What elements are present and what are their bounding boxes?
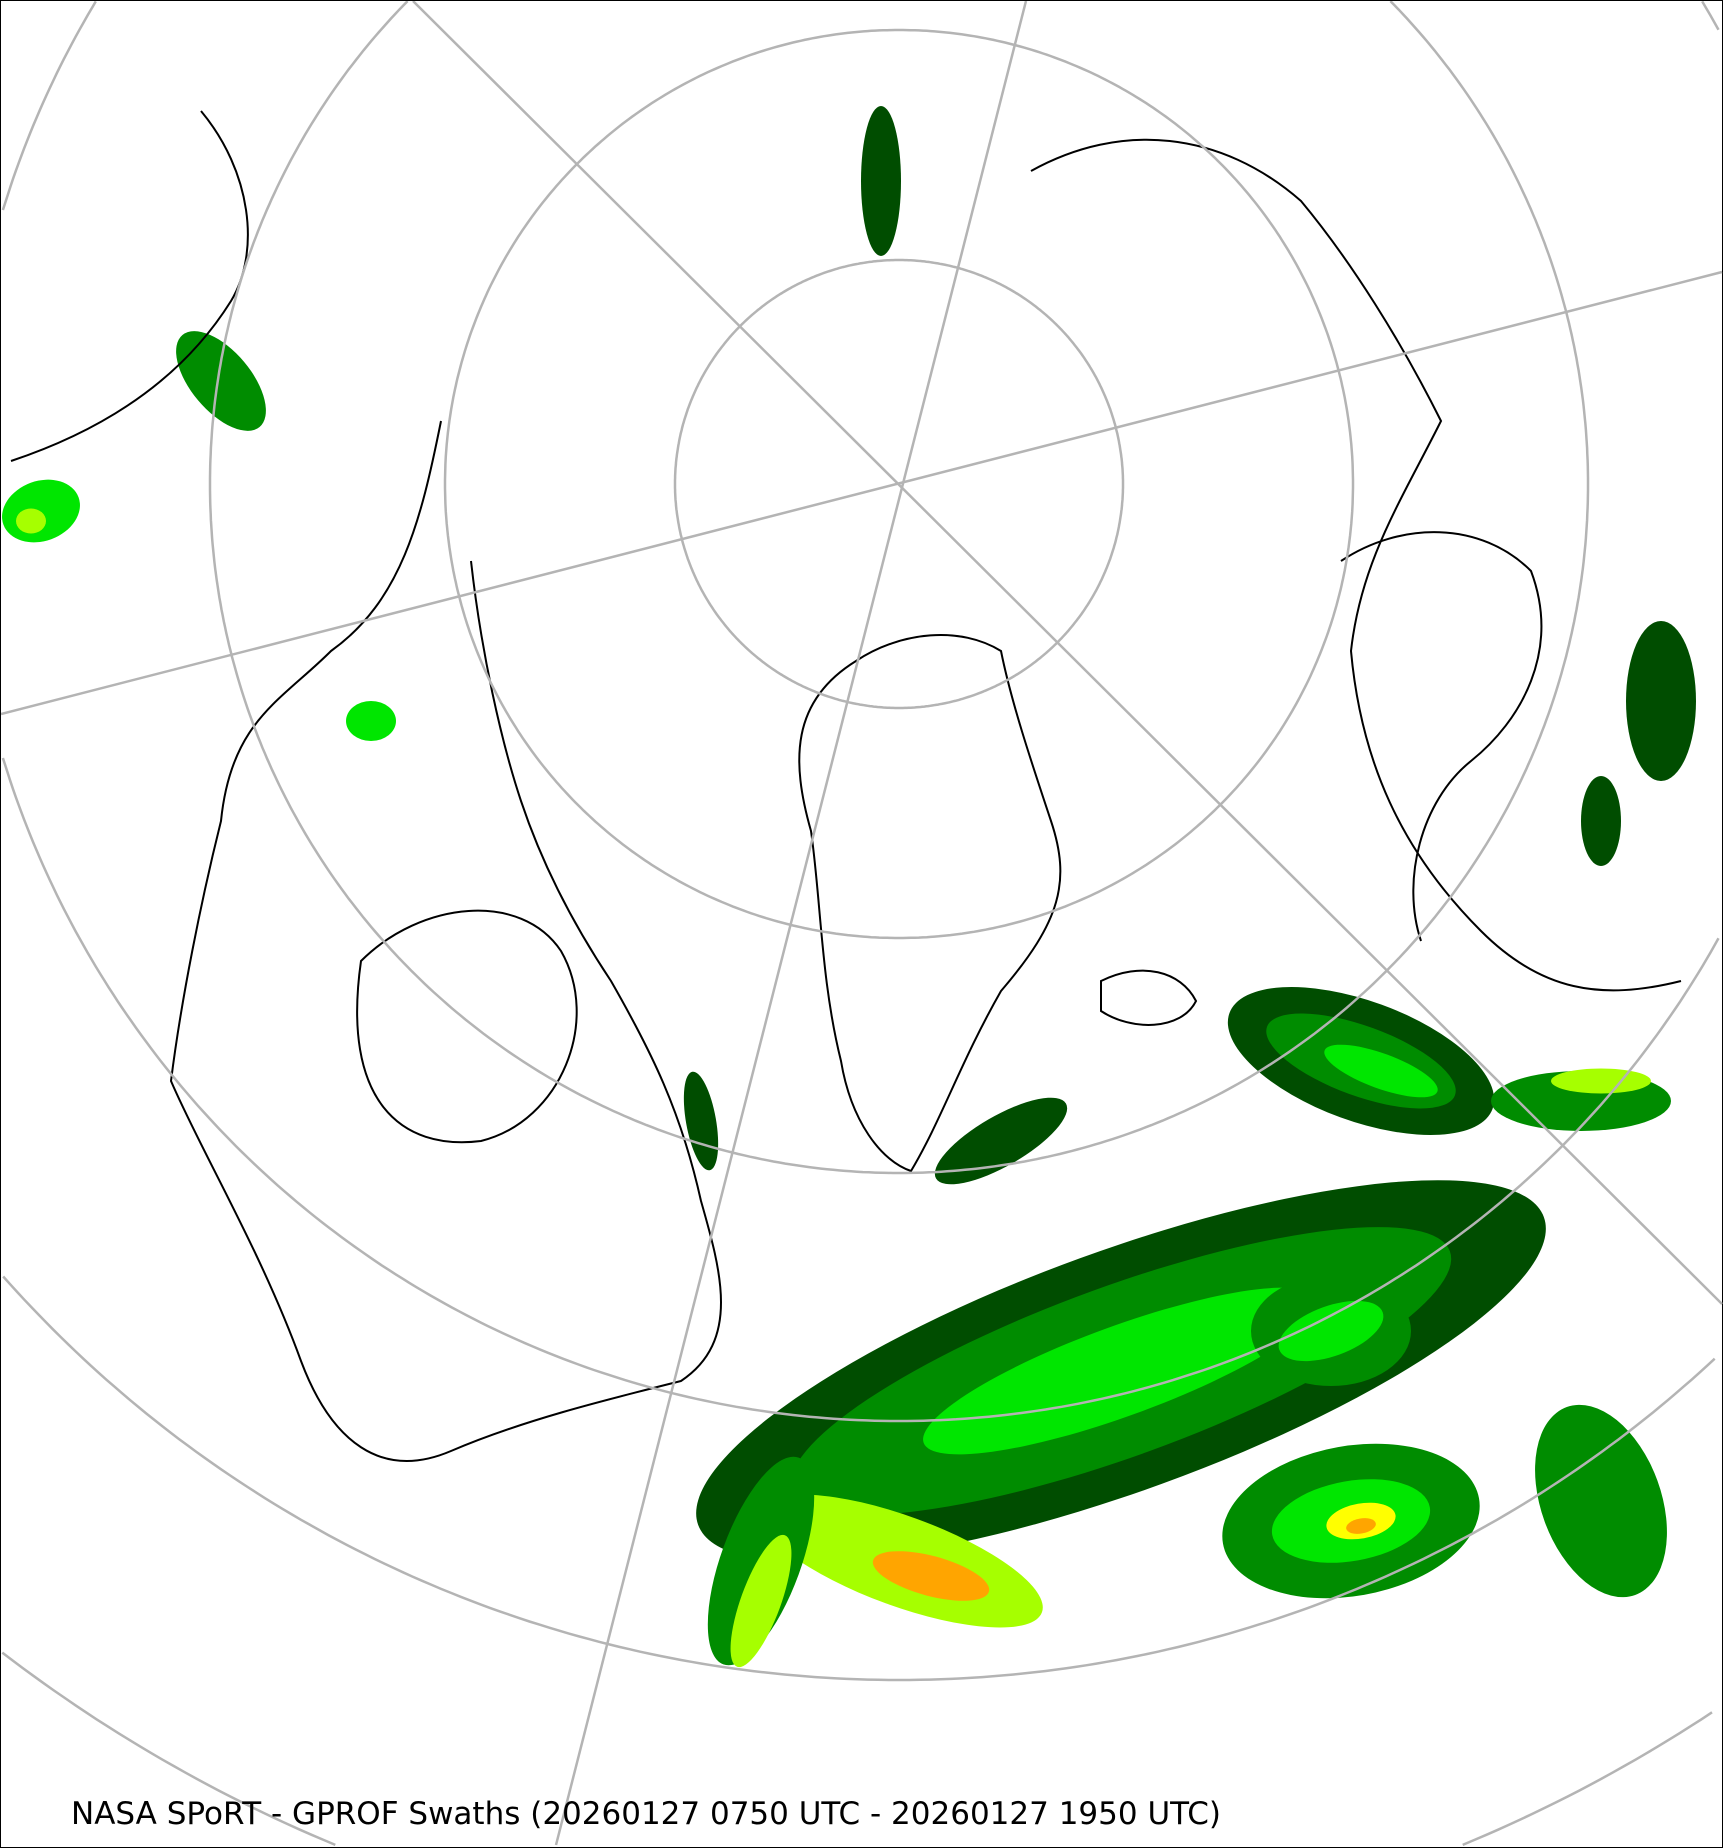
precipitation-swaths bbox=[2, 106, 1696, 1668]
meridian-line bbox=[412, 1, 1723, 1305]
meridian-line bbox=[554, 1, 1028, 1846]
precip-area bbox=[1581, 776, 1621, 866]
scandinavia-coastline bbox=[1340, 531, 1543, 942]
precip-area bbox=[1626, 621, 1696, 781]
precip-area bbox=[872, 1551, 990, 1601]
coastlines bbox=[10, 110, 1682, 1462]
precip-area bbox=[16, 508, 46, 534]
precip-area bbox=[176, 331, 266, 431]
north-america-coastline bbox=[169, 420, 722, 1462]
precip-area bbox=[1535, 1404, 1667, 1598]
eurasia-coastline bbox=[1030, 138, 1682, 992]
latitude-circle bbox=[208, 1, 1590, 1175]
meridian-line bbox=[1, 270, 1723, 716]
latitude-circle bbox=[1, 1, 1720, 1423]
greenland-coastline bbox=[798, 634, 1062, 1173]
precip-area bbox=[934, 1097, 1068, 1185]
precip-area bbox=[1278, 1300, 1384, 1362]
latitude-circle bbox=[2, 1275, 1716, 1682]
precip-area bbox=[730, 1534, 792, 1668]
precip-area bbox=[346, 701, 396, 741]
precip-area bbox=[1324, 1044, 1438, 1098]
latitude-circle bbox=[443, 28, 1355, 940]
map-caption: NASA SPoRT - GPROF Swaths (20260127 0750… bbox=[71, 1796, 1221, 1832]
latitude-circle bbox=[673, 258, 1125, 710]
hudson-bay-coastline bbox=[356, 909, 578, 1144]
precip-area bbox=[683, 1071, 719, 1171]
alaska-coastline bbox=[10, 110, 249, 462]
latitude-circle bbox=[1, 1651, 1713, 1847]
precip-area bbox=[2, 479, 80, 543]
precip-area bbox=[1551, 1068, 1651, 1094]
precip-area bbox=[1346, 1518, 1376, 1534]
iceland-coastline bbox=[1100, 969, 1198, 1026]
precip-area bbox=[861, 106, 901, 256]
